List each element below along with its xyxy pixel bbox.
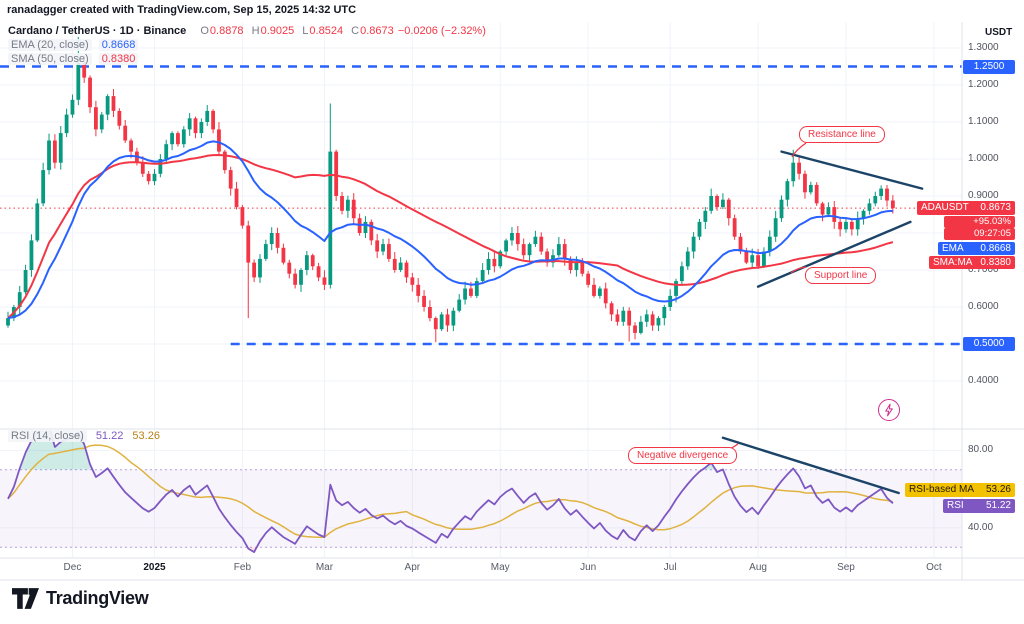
sma-legend-value: 0.8380 [98,53,139,65]
symbol-legend-row[interactable]: Cardano / TetherUS · 1D · Binance O0.887… [8,24,486,38]
rsi-legend-value: 51.22 [95,430,124,442]
symbol-legend[interactable]: Cardano / TetherUS · 1D · Binance O0.887… [8,24,486,66]
resistance-line[interactable] [780,150,924,190]
rsi-tick-label: 40.00 [968,521,994,533]
ema-line[interactable] [7,140,893,320]
support-callout-connector [790,266,807,274]
resistance-level-badge: 1.2500 [963,60,1015,74]
ohlc-open-label: O [200,25,209,37]
ema-value-badge: EMA 0.8668 [938,242,1015,255]
ema-badge-value: 0.8668 [980,243,1011,254]
rsi-ma-badge: RSI-based MA 53.26 [905,483,1015,497]
lightning-bolt-glyph [885,403,893,417]
attribution-text: ranadagger created with TradingView.com,… [7,4,357,16]
price-tick-label: 1.2000 [968,79,999,90]
ema-legend-row[interactable]: EMA (20, close) 0.8668 [8,38,486,52]
rsi-ma-badge-label: RSI-based MA [909,484,975,495]
price-tick-label: 0.9000 [968,190,999,201]
current-price-badge: ADAUSDT 0.8673 [917,201,1015,215]
price-badge-symbol: ADAUSDT [921,202,969,213]
time-axis-label: Apr [404,562,421,573]
time-axis-label: 2025 [143,562,166,573]
time-axis-label: Sep [837,562,855,573]
footer-brand[interactable]: TradingView [12,588,149,609]
price-tick-label: 0.6000 [968,301,999,312]
rsi-badge-label: RSI [947,500,964,511]
rsi-ma-badge-value: 53.26 [985,484,1011,495]
ohlc-close-value: 0.8673 [360,25,394,37]
divergence-trendline[interactable] [721,436,900,495]
price-tick-label: 1.3000 [968,42,999,53]
sma-badge-label: SMA:MA [933,257,973,268]
currency-label: USDT [985,27,1013,38]
negative-divergence-callout[interactable]: Negative divergence [628,447,738,464]
ema-legend-value: 0.8668 [98,39,139,51]
tradingview-logo-icon [12,588,39,609]
time-axis-label: Feb [233,562,252,573]
change-percent-badge: +95.03% [944,216,1015,228]
ema-legend-label: EMA (20, close) [8,39,92,51]
sma-legend-row[interactable]: SMA (50, close) 0.8380 [8,52,486,66]
rsi-badge-value: 51.22 [985,500,1011,511]
price-tick-label: 0.4000 [968,375,999,386]
time-axis-label: Jul [663,562,677,573]
rsi-tick-label: 80.00 [968,444,994,456]
time-axis[interactable]: Dec 2025 Feb Mar Apr May Jun Jul Aug Sep Oct [0,562,962,578]
sma-badge-value: 0.8380 [980,257,1011,268]
price-badge-value: 0.8673 [980,202,1011,213]
tradingview-logo-text: TradingView [46,588,149,608]
rsi-ma-legend-value: 53.26 [132,430,160,442]
ohlc-high-label: H [251,25,260,37]
ohlc-low-value: 0.8524 [309,25,344,37]
resistance-line-callout[interactable]: Resistance line [799,126,885,143]
rsi-value-badge: RSI 51.22 [943,499,1015,513]
candlestick-series [6,36,895,343]
time-axis-label: Aug [749,562,767,573]
ohlc-change: −0.0206 (−2.32%) [397,25,486,37]
price-tick-label: 1.0000 [968,153,999,164]
time-axis-label: Oct [926,562,942,573]
sma-legend-label: SMA (50, close) [8,53,92,65]
rsi-ma-line[interactable] [7,444,894,538]
time-axis-label: May [490,562,510,573]
sma-value-badge: SMA:MA 0.8380 [929,256,1015,269]
symbol-title[interactable]: Cardano / TetherUS · 1D · Binance [8,25,187,37]
resistance-callout-connector [791,142,807,158]
rsi-legend[interactable]: RSI (14, close) 51.22 53.26 [8,429,160,443]
rsi-legend-label: RSI (14, close) [8,430,87,442]
ohlc-high-value: 0.9025 [260,25,295,37]
sma-line[interactable] [7,154,894,319]
time-axis-label: Jun [580,562,597,573]
support-line[interactable] [756,220,912,288]
ohlc-low-label: L [302,25,309,37]
price-tick-label: 0.7000 [968,264,999,275]
ema-badge-label: EMA [942,243,964,254]
support-line-callout[interactable]: Support line [805,267,877,284]
time-axis-label: Dec [63,562,82,573]
support-level-badge: 0.5000 [963,337,1015,351]
ohlc-close-label: C [351,25,360,37]
rsi-line[interactable] [7,425,894,553]
time-axis-label: Mar [315,562,334,573]
ohlc-open-value: 0.8878 [209,25,244,37]
price-tick-label: 1.1000 [968,116,999,127]
lightning-icon[interactable] [878,399,900,421]
bar-countdown-badge: 09:27:05 [944,228,1015,240]
